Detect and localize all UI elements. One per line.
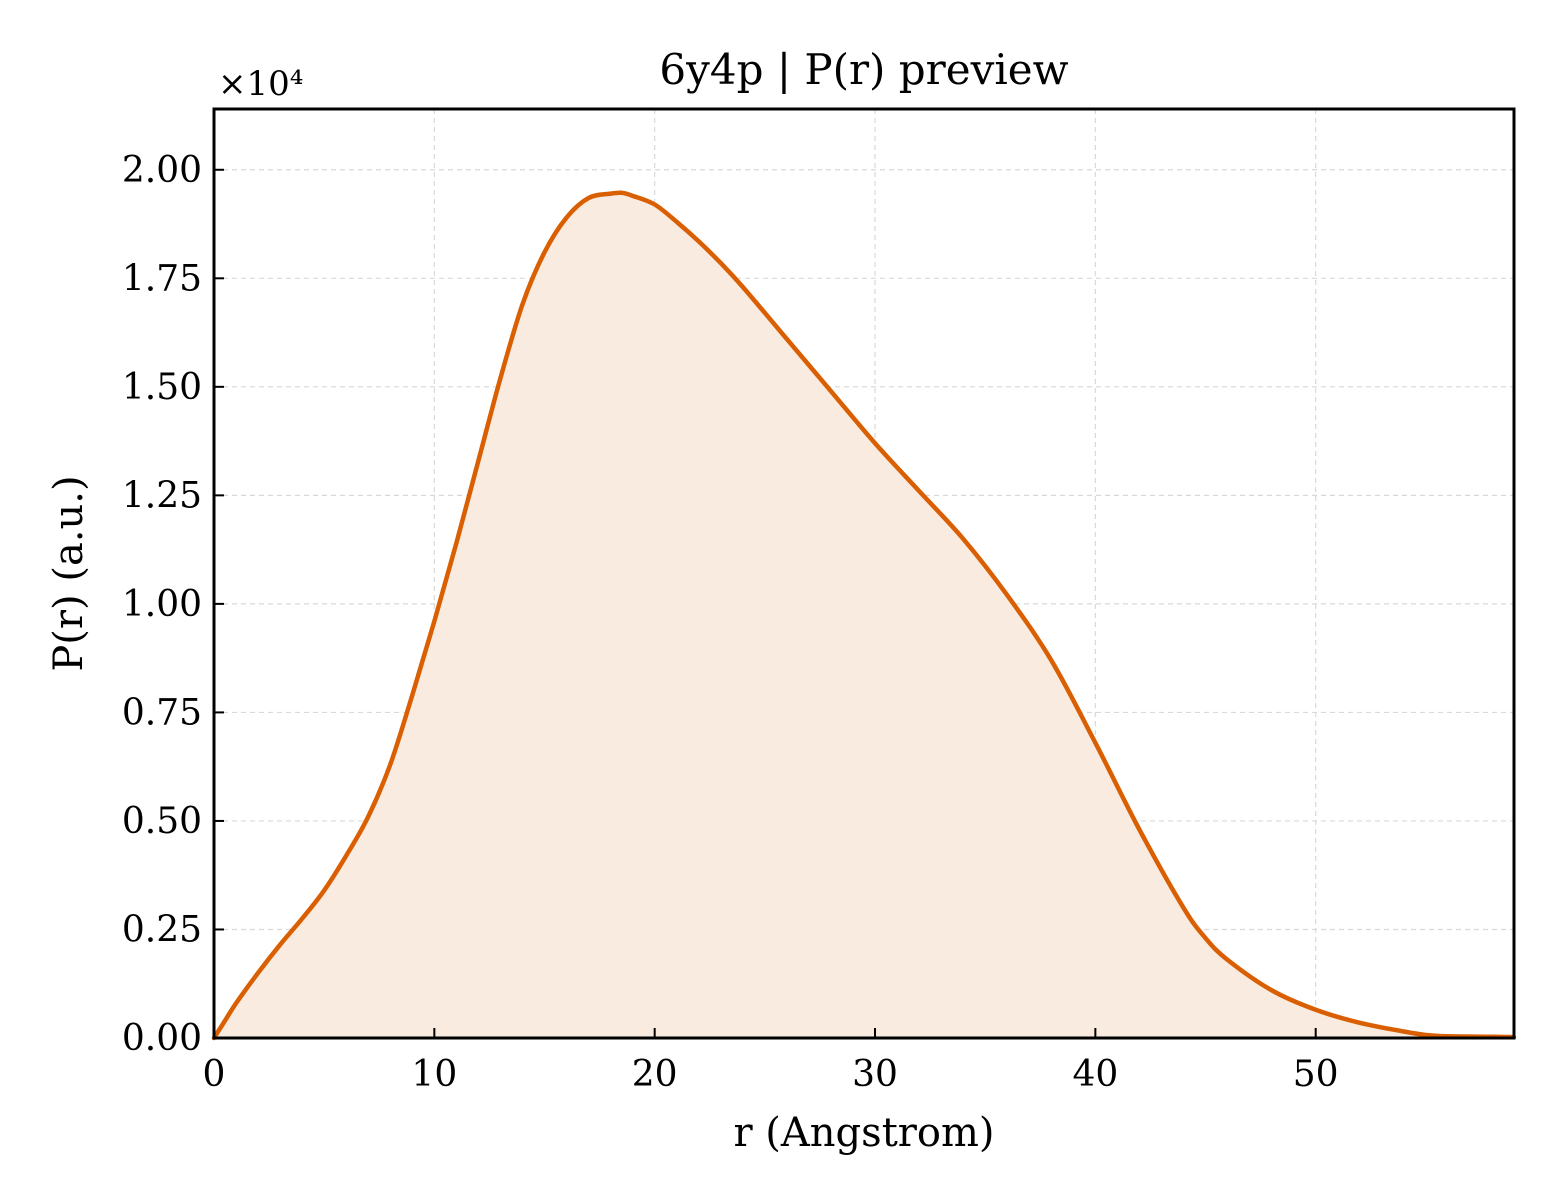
series-area-fill	[214, 192, 1514, 1038]
x-tick-label: 0	[203, 1054, 226, 1095]
x-tick-label: 20	[632, 1054, 678, 1095]
y-tick-label: 1.50	[122, 367, 202, 408]
x-tick-label: 30	[852, 1054, 898, 1095]
x-tick-label: 50	[1293, 1054, 1339, 1095]
x-tick-label: 10	[411, 1054, 457, 1095]
y-tick-label: 1.00	[122, 584, 202, 625]
x-axis-label: r (Angstrom)	[733, 1110, 994, 1156]
chart-title: 6y4p | P(r) preview	[659, 45, 1068, 94]
y-axis-label: P(r) (a.u.)	[46, 475, 92, 671]
y-tick-label: 0.00	[122, 1018, 202, 1059]
y-tick-label: 1.75	[122, 258, 202, 299]
plot-frame	[212, 107, 1516, 1040]
y-tick-label: 1.25	[122, 475, 202, 516]
y-tick-label: 0.25	[122, 909, 202, 950]
y-axis-multiplier: ×10⁴	[218, 64, 303, 104]
y-tick-label: 0.50	[122, 801, 202, 842]
y-tick-label: 2.00	[122, 150, 202, 191]
axis-ticks: 0 10 20 30 40 50 0.00 0.25 0.50 0.75 1.00 1.25 1.50 1…	[122, 150, 1339, 1095]
series-line	[211, 190, 1517, 1041]
y-tick-label: 0.75	[122, 692, 202, 733]
x-tick-label: 40	[1072, 1054, 1118, 1095]
